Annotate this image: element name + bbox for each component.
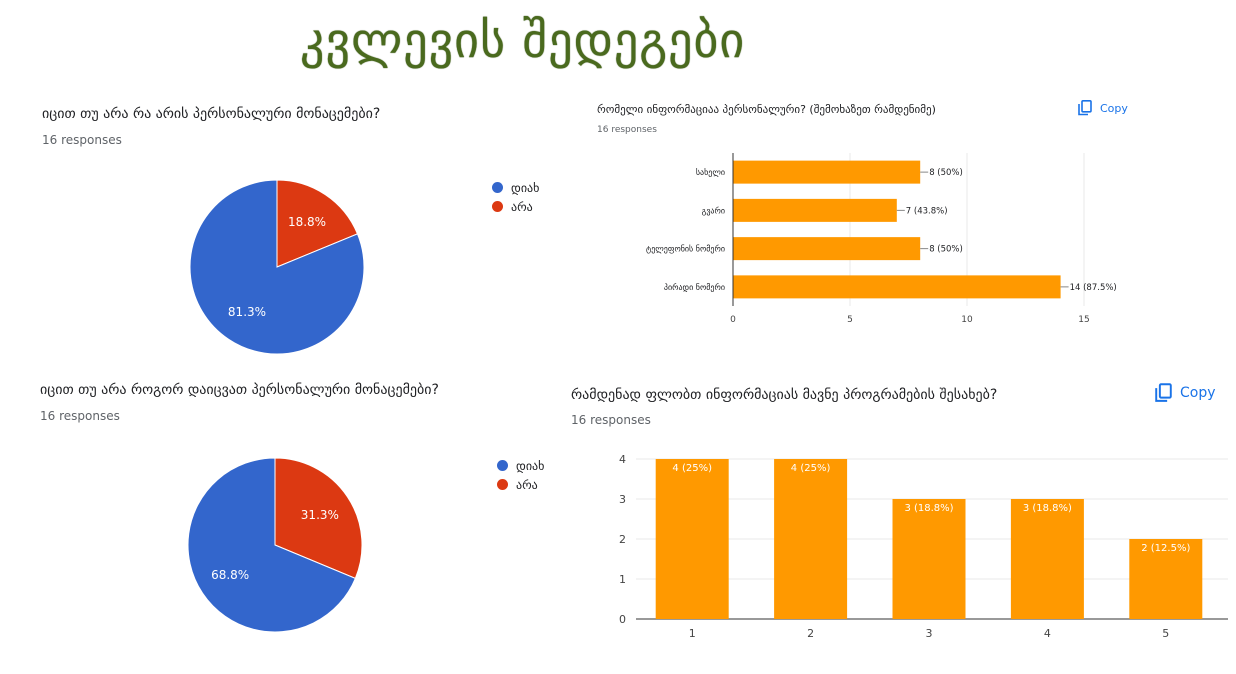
chart1-question: იცით თუ არა რა არის პერსონალური მონაცემე… [42,106,381,122]
pie1-slice-0[interactable] [189,179,365,355]
hbar-category-label: გვარი [702,205,725,215]
legend-label-yes: დიახ [511,180,540,195]
pie2-slice-0[interactable] [187,457,356,633]
legend-item-no[interactable]: არა [492,197,539,216]
legend-item-no-2[interactable]: არა [497,475,544,494]
legend-label-no-2: არა [516,477,538,492]
vbar-data-label: 3 (18.8%) [904,503,953,514]
copy-label-2: Copy [1180,385,1216,401]
hbar-category-label: ტელეფონის ნომერი [646,244,725,254]
vbar-data-label: 4 (25%) [791,463,831,474]
hbar-category-label: პირადი ნომერი [664,282,725,292]
vbar-ytick-label: 1 [619,573,626,586]
pie1-slice-label-0: 81.3% [228,305,266,319]
pie1-slice-label-1: 18.8% [288,215,326,229]
chart3-question: იცით თუ არა როგორ დაიცვათ პერსონალური მო… [40,382,439,398]
vbar-ytick-label: 0 [619,613,626,626]
hbar-category-label: სახელი [696,167,725,177]
hbar-bar[interactable] [733,160,921,184]
legend-dot-yes [492,182,503,193]
page-title: კვლევის შედეგები [300,13,746,69]
hbar-bar[interactable] [733,275,1061,299]
legend-label-no: არა [511,199,533,214]
vbar-category-label: 4 [1044,627,1051,640]
hbar-data-label: 14 (87.5%) [1070,283,1117,293]
vbar-bar[interactable] [1010,499,1084,619]
chart4-responses: 16 responses [571,413,651,427]
pie2-slice-label-1: 31.3% [301,508,339,522]
hbar-data-label: 8 (50%) [929,245,963,255]
vertical-bar-chart: 0 1 2 3 4 4 (25%) 1 4 (25%) 2 3 (18.8%) 3 3 (18.8%)… [619,453,1228,640]
copy-icon [1155,383,1172,402]
vbar-ytick-label: 3 [619,493,626,506]
legend-dot-yes-2 [497,460,508,471]
horizontal-bar-chart: 0 5 10 15 სახელი 8 (50%) გვარი 7 (43.8%) ტელეფონ… [646,153,1117,325]
chart2-question: რომელი ინფორმაციაა პერსონალური? (შემოხაზ… [597,103,936,116]
pie2-slice-label-0: 68.8% [211,568,249,582]
vbar-category-label: 2 [807,627,814,640]
vbar-bar[interactable] [774,459,848,619]
vbar-category-label: 5 [1162,627,1169,640]
legend-dot-no-2 [497,479,508,490]
legend-item-yes[interactable]: დიახ [492,178,539,197]
chart2-responses: 16 responses [597,125,657,135]
vbar-category-label: 3 [926,627,933,640]
chart3-responses: 16 responses [40,409,120,423]
vbar-data-label: 2 (12.5%) [1141,543,1190,554]
copy-icon [1078,100,1092,116]
hbar-data-label: 7 (43.8%) [906,206,948,216]
copy-label-1: Copy [1100,101,1128,115]
hbar-xtick-label: 10 [961,315,973,325]
pie1-legend: დიახ არა [492,178,539,216]
vbar-bar[interactable] [1129,539,1203,619]
legend-label-yes-2: დიახ [516,458,545,473]
pie-chart-1: 18.8% 81.3% [189,179,365,355]
pie2-legend: დიახ არა [497,456,544,494]
vbar-ytick-label: 2 [619,533,626,546]
vbar-bar[interactable] [892,499,966,619]
pie-chart-2: 31.3% 68.8% [187,457,363,633]
hbar-bar[interactable] [733,237,921,261]
vbar-data-label: 4 (25%) [672,463,712,474]
vbar-ytick-label: 4 [619,453,626,466]
legend-item-yes-2[interactable]: დიახ [497,456,544,475]
vbar-data-label: 3 (18.8%) [1023,503,1072,514]
vbar-bar[interactable] [655,459,729,619]
pie1-slice-1[interactable] [276,179,359,268]
chart1-responses: 16 responses [42,133,122,147]
legend-dot-no [492,201,503,212]
vbar-category-label: 1 [689,627,696,640]
copy-button-2[interactable]: Copy [1155,383,1216,403]
pie2-slice-1[interactable] [274,457,363,580]
hbar-xtick-label: 0 [730,315,736,325]
copy-button-1[interactable]: Copy [1078,100,1128,116]
chart4-question: რამდენად ფლობთ ინფორმაციას მავნე პროგრამ… [571,387,998,403]
hbar-xtick-label: 5 [847,315,853,325]
hbar-xtick-label: 15 [1078,315,1089,325]
hbar-bar[interactable] [733,198,897,222]
hbar-data-label: 8 (50%) [929,168,963,178]
